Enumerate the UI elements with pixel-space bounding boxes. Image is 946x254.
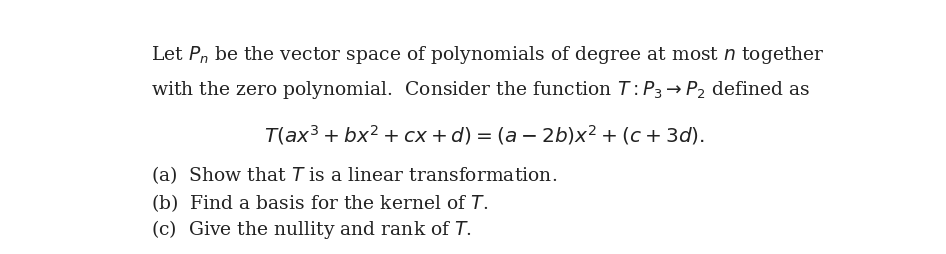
Text: (c)  Give the nullity and rank of $T$.: (c) Give the nullity and rank of $T$.: [151, 218, 472, 241]
Text: $T(ax^3 + bx^2 + cx + d) = (a - 2b)x^2 + (c + 3d).$: $T(ax^3 + bx^2 + cx + d) = (a - 2b)x^2 +…: [264, 123, 706, 147]
Text: with the zero polynomial.  Consider the function $T : P_3 \rightarrow P_2$ defin: with the zero polynomial. Consider the f…: [151, 79, 811, 101]
Text: (b)  Find a basis for the kernel of $T$.: (b) Find a basis for the kernel of $T$.: [151, 192, 488, 214]
Text: (a)  Show that $T$ is a linear transformation.: (a) Show that $T$ is a linear transforma…: [151, 164, 557, 186]
Text: Let $P_n$ be the vector space of polynomials of degree at most $n$ together: Let $P_n$ be the vector space of polynom…: [151, 44, 825, 66]
